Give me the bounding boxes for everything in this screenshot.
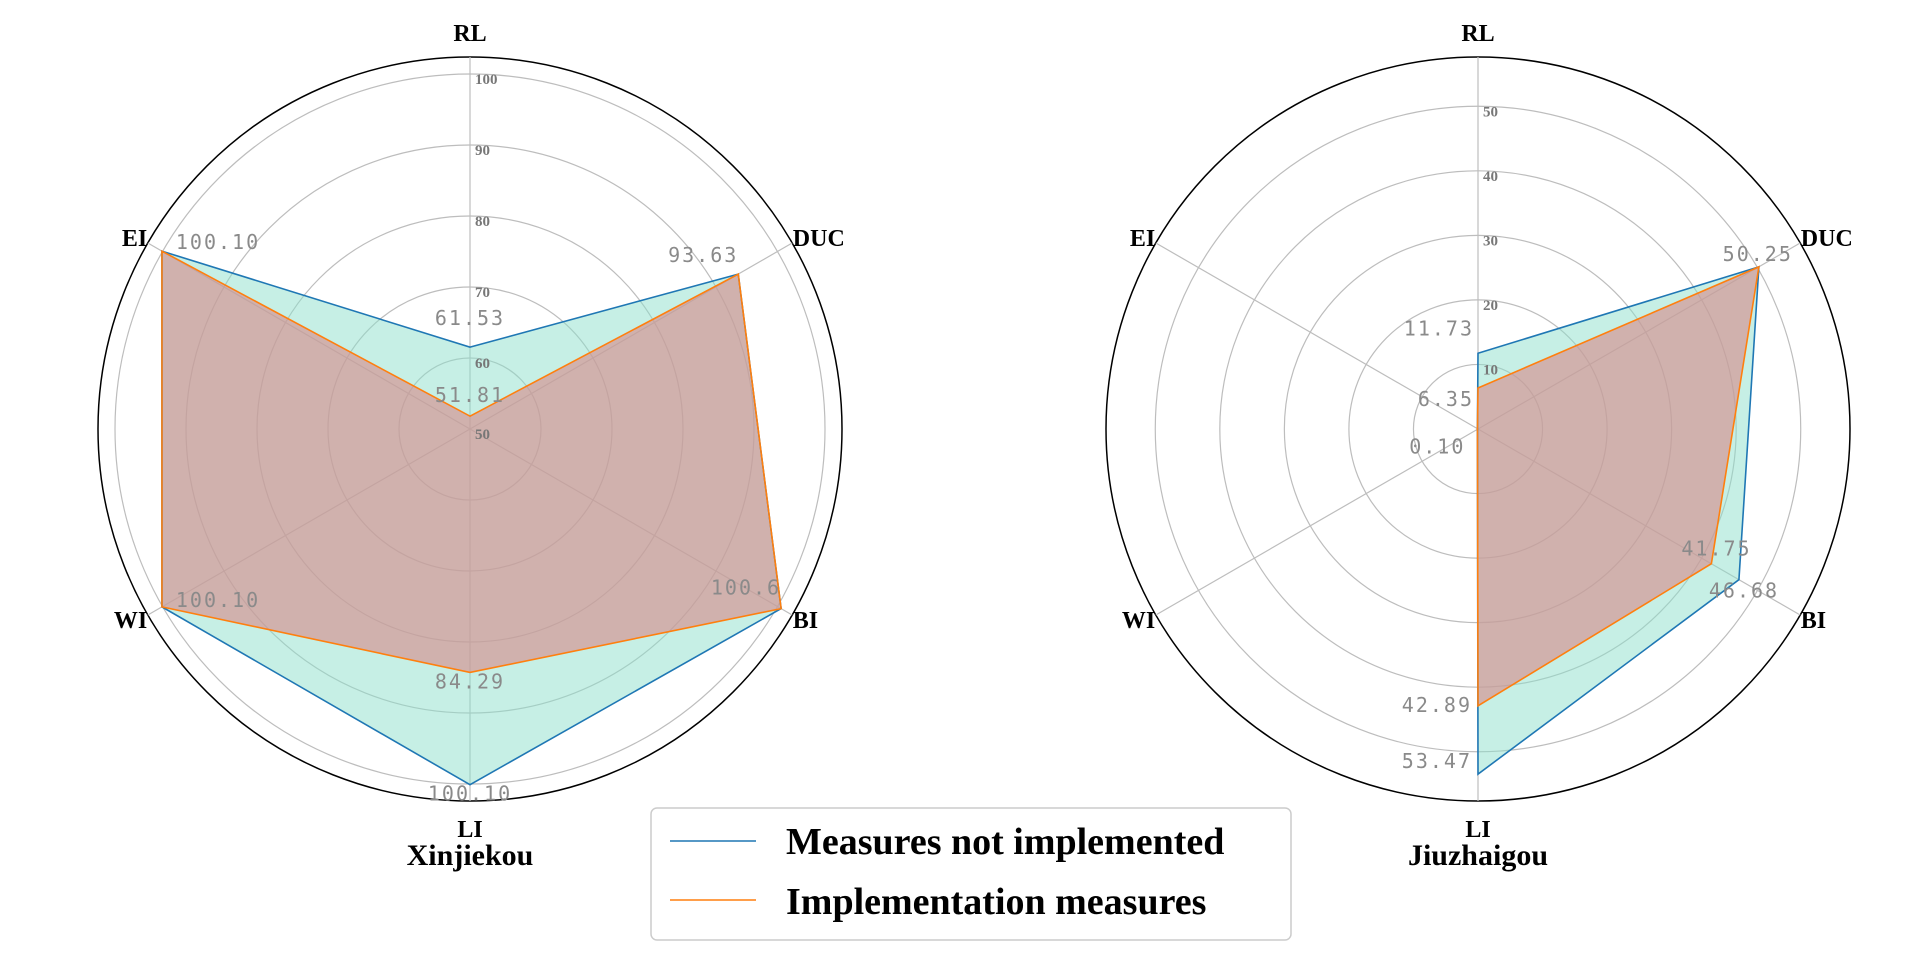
data-label: 50.25 bbox=[1723, 242, 1793, 266]
axis-spoke bbox=[1155, 242, 1479, 430]
axis-label-bi: BI bbox=[1801, 608, 1826, 634]
data-label: 93.63 bbox=[668, 243, 738, 267]
radial-tick-label: 10 bbox=[1483, 362, 1498, 378]
series-line-implementation-measures bbox=[1476, 265, 1760, 708]
radial-tick-label: 40 bbox=[1483, 169, 1498, 185]
legend: Measures not implemented Implementation … bbox=[650, 807, 1292, 941]
radar-chart-xinjiekou: 50 60 70 80 90 100 61.53 93.63 100.6 100.10 100.10… bbox=[97, 21, 845, 872]
data-label: 6.35 bbox=[1418, 387, 1474, 411]
data-label: 61.53 bbox=[435, 306, 505, 330]
axis-label-ei: EI bbox=[122, 226, 147, 252]
axis-label-rl: RL bbox=[453, 21, 486, 47]
data-label: 100.10 bbox=[428, 782, 512, 806]
axis-label-li: LI bbox=[457, 817, 482, 843]
data-label: 100.10 bbox=[176, 588, 260, 612]
axis-spoke bbox=[1155, 428, 1479, 616]
chart-title: Jiuzhaigou bbox=[1408, 839, 1548, 872]
series-fill-implementation-measures bbox=[1477, 266, 1759, 706]
series-line-implementation-measures bbox=[161, 249, 783, 674]
axis-label-wi: WI bbox=[114, 608, 147, 634]
axis-label-li: LI bbox=[1465, 817, 1490, 843]
data-label: 46.68 bbox=[1709, 579, 1779, 603]
legend-label-not-implemented: Measures not implemented bbox=[786, 821, 1224, 863]
data-label: 51.81 bbox=[435, 383, 505, 407]
axis-label-bi: BI bbox=[793, 608, 818, 634]
radial-tick-label: 60 bbox=[475, 356, 490, 372]
data-label: 42.89 bbox=[1402, 693, 1472, 717]
data-label: 84.29 bbox=[435, 670, 505, 694]
data-label: 53.47 bbox=[1402, 749, 1472, 773]
radar-chart-jiuzhaigou: 10 20 30 40 50 11.73 50.25 46.68 53.47 0.10 6.35 41… bbox=[1105, 21, 1853, 872]
legend-frame bbox=[650, 807, 1292, 941]
data-label: 41.75 bbox=[1681, 537, 1751, 561]
data-label: 11.73 bbox=[1404, 316, 1474, 340]
chart-title: Xinjiekou bbox=[407, 839, 534, 872]
radial-tick-label: 90 bbox=[475, 143, 490, 159]
series-fill-implementation-measures bbox=[161, 251, 782, 673]
axis-label-rl: RL bbox=[1461, 21, 1494, 47]
axis-label-wi: WI bbox=[1122, 608, 1155, 634]
radial-tick-label: 50 bbox=[1483, 104, 1498, 120]
legend-label-implementation: Implementation measures bbox=[786, 881, 1206, 923]
radial-tick-label: 20 bbox=[1483, 298, 1498, 314]
radial-tick-label: 30 bbox=[1483, 233, 1498, 249]
axis-label-ei: EI bbox=[1130, 226, 1155, 252]
radial-tick-label: 70 bbox=[475, 285, 490, 301]
axis-label-duc: DUC bbox=[1801, 226, 1853, 252]
data-label: 100.10 bbox=[176, 230, 260, 254]
data-label: 100.6 bbox=[711, 576, 781, 600]
data-label: 0.10 bbox=[1409, 434, 1465, 458]
radial-tick-label: 100 bbox=[475, 72, 498, 88]
radial-tick-label: 80 bbox=[475, 214, 490, 230]
axis-label-duc: DUC bbox=[793, 226, 845, 252]
radial-tick-label: 50 bbox=[475, 427, 490, 443]
